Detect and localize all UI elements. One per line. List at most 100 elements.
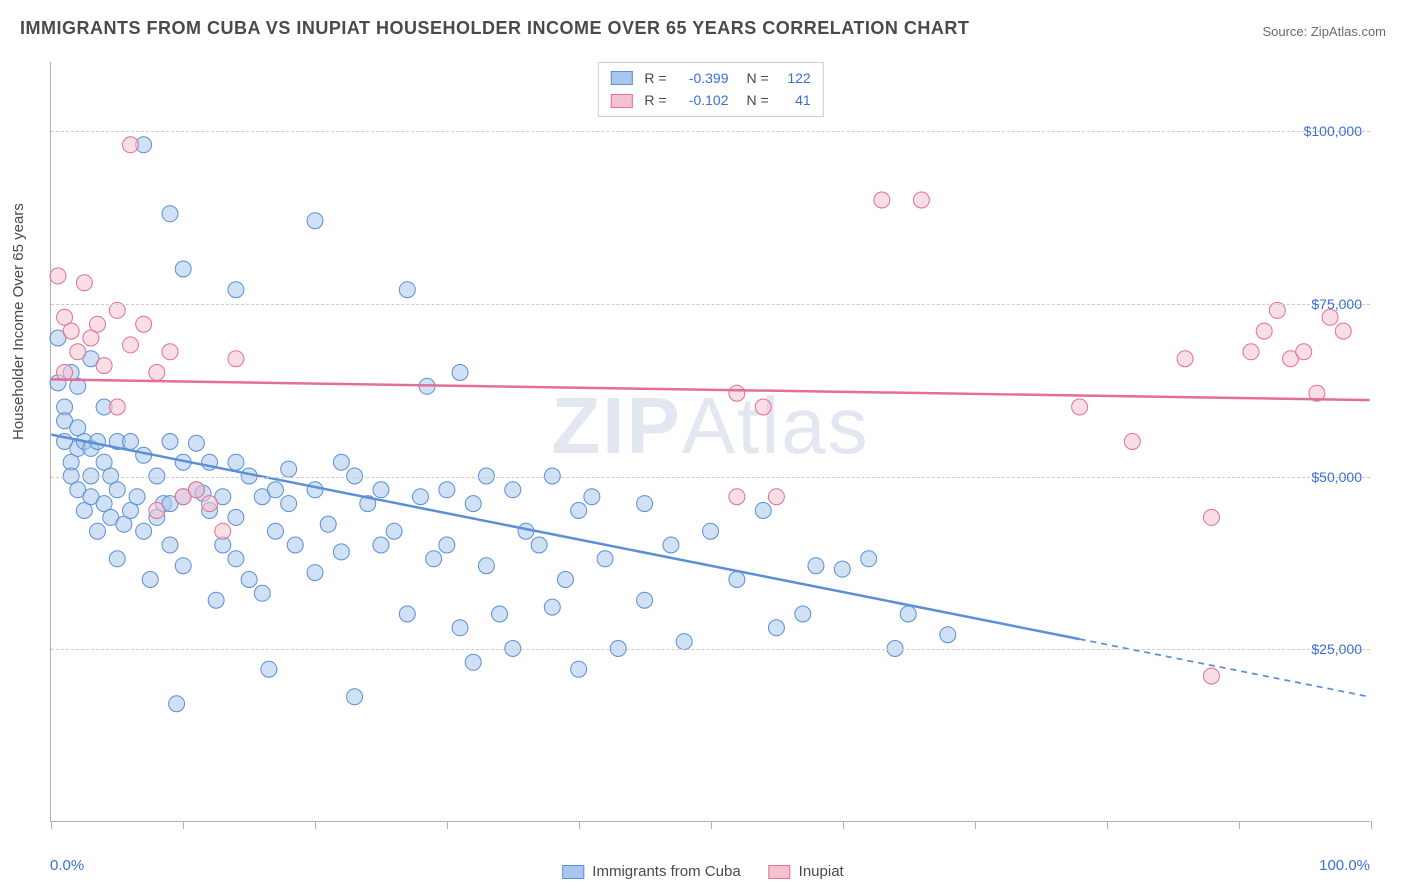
scatter-point [109, 551, 125, 567]
scatter-point [1296, 344, 1312, 360]
scatter-point [307, 213, 323, 229]
n-label: N = [747, 67, 769, 89]
y-tick-label: $25,000 [1311, 641, 1362, 657]
r-value-cuba: -0.399 [673, 67, 729, 89]
scatter-point [57, 365, 73, 381]
x-tick [843, 821, 844, 829]
legend-swatch-cuba [562, 865, 584, 879]
scatter-point [373, 537, 389, 553]
scatter-point [452, 620, 468, 636]
trend-line [51, 379, 1369, 400]
scatter-point [122, 137, 138, 153]
scatter-point [571, 503, 587, 519]
r-label: R = [644, 67, 666, 89]
scatter-point [149, 503, 165, 519]
scatter-point [558, 572, 574, 588]
series-legend-item: Inupiat [769, 863, 844, 880]
scatter-point [439, 482, 455, 498]
legend-swatch-cuba [610, 71, 632, 85]
scatter-point [940, 627, 956, 643]
scatter-point [531, 537, 547, 553]
plot-area: ZIPAtlas R = -0.399 N = 122 R = -0.102 N… [50, 62, 1370, 822]
scatter-point [676, 634, 692, 650]
scatter-point [307, 565, 323, 581]
x-tick [1239, 821, 1240, 829]
scatter-point [439, 537, 455, 553]
scatter-point [267, 482, 283, 498]
gridline [51, 477, 1370, 478]
scatter-point [136, 316, 152, 332]
scatter-point [175, 261, 191, 277]
scatter-point [228, 551, 244, 567]
scatter-point [861, 551, 877, 567]
scatter-point [175, 558, 191, 574]
scatter-point [241, 572, 257, 588]
scatter-point [795, 606, 811, 622]
scatter-point [208, 592, 224, 608]
scatter-point [90, 523, 106, 539]
scatter-point [50, 268, 66, 284]
scatter-point [347, 689, 363, 705]
y-tick-label: $50,000 [1311, 469, 1362, 485]
scatter-point [729, 385, 745, 401]
scatter-point [1256, 323, 1272, 339]
scatter-point [544, 599, 560, 615]
chart-title: IMMIGRANTS FROM CUBA VS INUPIAT HOUSEHOL… [20, 18, 969, 39]
x-tick [51, 821, 52, 829]
scatter-point [1243, 344, 1259, 360]
scatter-point [1177, 351, 1193, 367]
scatter-point [96, 358, 112, 374]
scatter-point [267, 523, 283, 539]
x-tick [975, 821, 976, 829]
scatter-point [465, 496, 481, 512]
scatter-point [373, 482, 389, 498]
scatter-point [122, 434, 138, 450]
scatter-point [399, 606, 415, 622]
x-tick [711, 821, 712, 829]
series-legend-label: Immigrants from Cuba [592, 863, 740, 880]
scatter-point [90, 316, 106, 332]
scatter-point [768, 620, 784, 636]
scatter-point [109, 482, 125, 498]
scatter-point [333, 544, 349, 560]
y-axis-title: Householder Income Over 65 years [10, 203, 27, 440]
scatter-point [188, 482, 204, 498]
scatter-point [874, 192, 890, 208]
scatter-point [663, 537, 679, 553]
gridline [51, 649, 1370, 650]
scatter-point [254, 585, 270, 601]
x-axis-min-label: 0.0% [50, 857, 84, 874]
n-value-inupiat: 41 [775, 89, 811, 111]
x-tick [315, 821, 316, 829]
r-value-inupiat: -0.102 [673, 89, 729, 111]
scatter-point [1124, 434, 1140, 450]
scatter-point [320, 516, 336, 532]
x-tick [447, 821, 448, 829]
scatter-point [162, 206, 178, 222]
legend-swatch-inupiat [769, 865, 791, 879]
scatter-point [1203, 668, 1219, 684]
n-value-cuba: 122 [775, 67, 811, 89]
gridline [51, 131, 1370, 132]
scatter-point [637, 592, 653, 608]
scatter-point [1335, 323, 1351, 339]
scatter-point [584, 489, 600, 505]
correlation-legend-row: R = -0.399 N = 122 [610, 67, 810, 89]
trend-line [51, 435, 1079, 640]
scatter-point [426, 551, 442, 567]
scatter-point [492, 606, 508, 622]
scatter-point [169, 696, 185, 712]
scatter-point [729, 489, 745, 505]
scatter-point [768, 489, 784, 505]
scatter-point [202, 496, 218, 512]
scatter-point [162, 537, 178, 553]
correlation-legend: R = -0.399 N = 122 R = -0.102 N = 41 [597, 62, 823, 117]
scatter-point [122, 337, 138, 353]
scatter-point [149, 365, 165, 381]
scatter-point [129, 489, 145, 505]
scatter-point [478, 558, 494, 574]
scatter-point [287, 537, 303, 553]
x-tick [579, 821, 580, 829]
scatter-point [900, 606, 916, 622]
scatter-point [162, 344, 178, 360]
